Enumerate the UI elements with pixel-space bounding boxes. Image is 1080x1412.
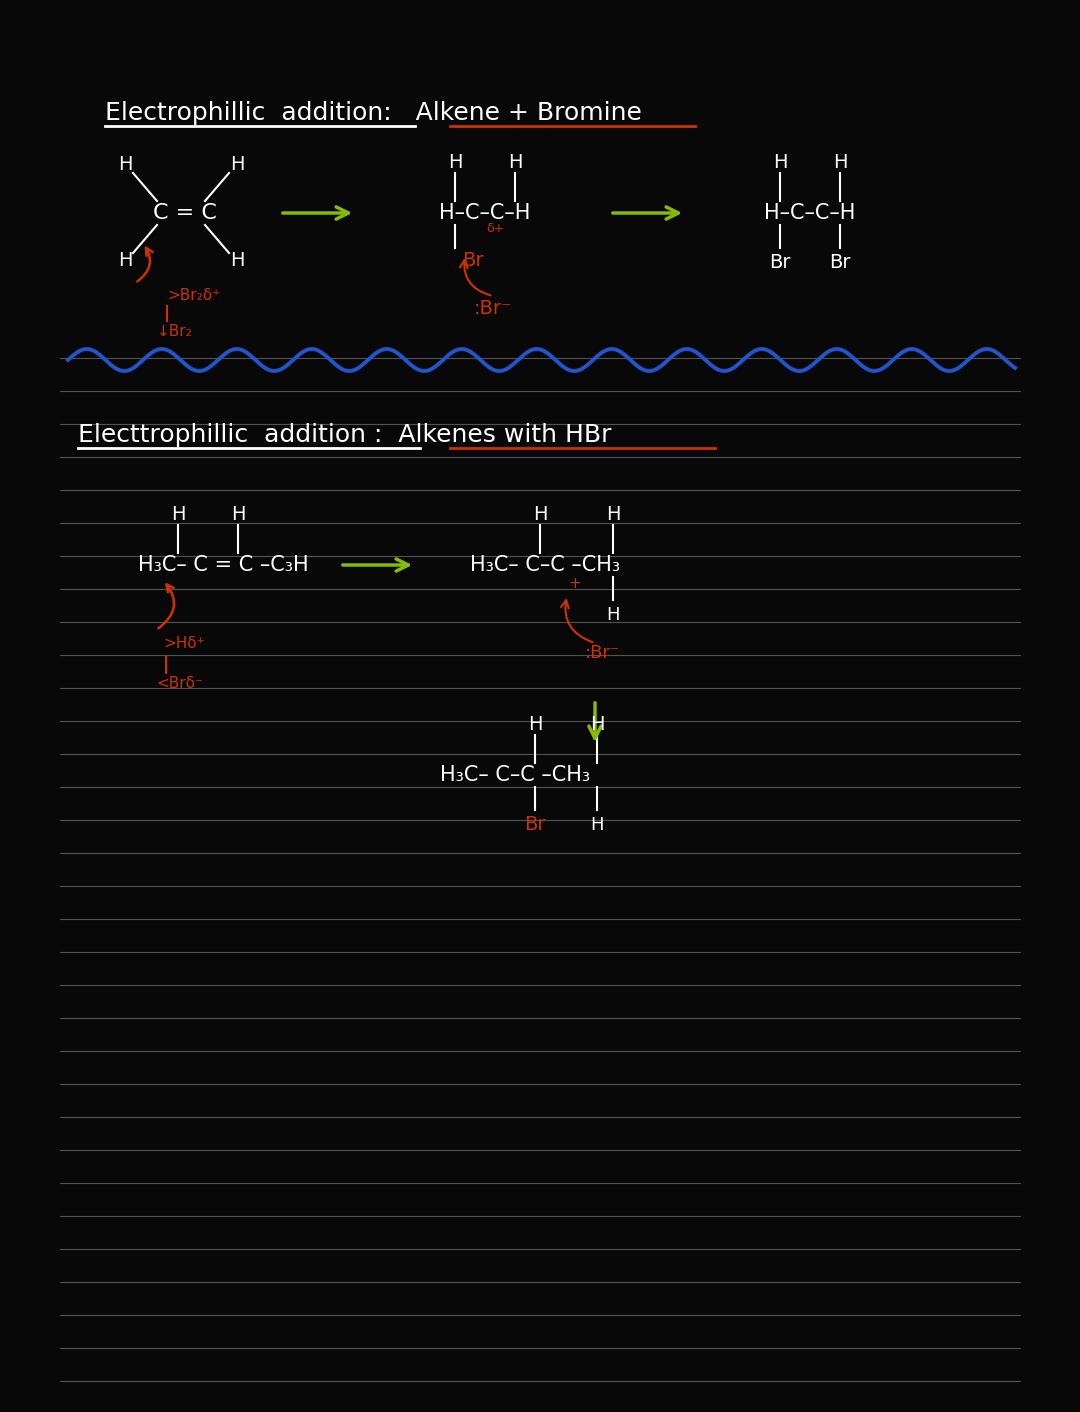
Text: <Brδ⁻: <Brδ⁻	[156, 675, 203, 690]
Text: H: H	[591, 816, 604, 834]
Text: H: H	[532, 505, 548, 524]
Text: H: H	[118, 251, 132, 271]
Text: H: H	[231, 505, 245, 524]
Text: C = C: C = C	[153, 203, 217, 223]
Text: H–C–C–H: H–C–C–H	[765, 203, 855, 223]
Text: :Br⁻: :Br⁻	[474, 298, 512, 318]
Text: H₃C– C–C –CH₃: H₃C– C–C –CH₃	[440, 765, 590, 785]
Text: δ+: δ+	[486, 223, 504, 236]
Text: H₃C– C = C –C₃H: H₃C– C = C –C₃H	[138, 555, 309, 575]
Text: H: H	[590, 716, 604, 734]
Text: ↓Br₂: ↓Br₂	[157, 323, 192, 339]
Text: :Br⁻: :Br⁻	[585, 644, 621, 662]
Text: H: H	[448, 154, 462, 172]
Text: H: H	[230, 251, 244, 271]
Text: H: H	[230, 155, 244, 175]
Text: >Br₂δ⁺: >Br₂δ⁺	[167, 288, 220, 302]
Text: H₃C– C–C –CH₃: H₃C– C–C –CH₃	[470, 555, 620, 575]
Text: H: H	[118, 155, 132, 175]
Text: >Hδ⁺: >Hδ⁺	[163, 635, 204, 651]
Text: H: H	[508, 154, 523, 172]
Text: H: H	[773, 154, 787, 172]
Text: H: H	[606, 606, 620, 624]
Text: Br: Br	[462, 251, 484, 271]
Text: +: +	[569, 576, 581, 590]
Text: Electtrophillic  addition :  Alkenes with HBr: Electtrophillic addition : Alkenes with …	[78, 424, 611, 448]
Text: Electrophillic  addition:   Alkene + Bromine: Electrophillic addition: Alkene + Bromin…	[105, 102, 642, 126]
Text: H: H	[833, 154, 847, 172]
Text: Br: Br	[524, 816, 545, 834]
Text: Br: Br	[769, 254, 791, 273]
Text: Br: Br	[829, 254, 851, 273]
Text: H: H	[171, 505, 186, 524]
Text: H: H	[606, 505, 620, 524]
Text: H–C–C–H: H–C–C–H	[440, 203, 530, 223]
Text: H: H	[528, 716, 542, 734]
